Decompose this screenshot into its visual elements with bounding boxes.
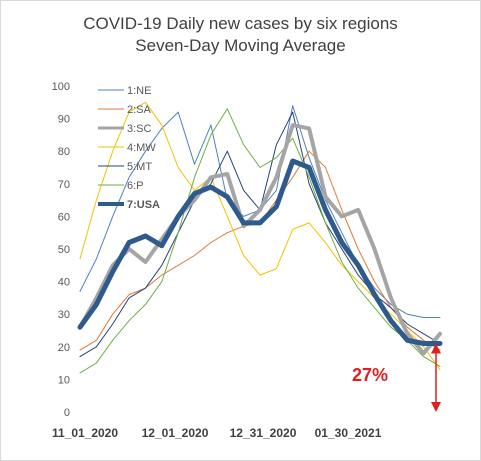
y-tick-label: 30 <box>58 309 70 321</box>
y-tick-label: 100 <box>52 81 70 93</box>
y-tick-label: 0 <box>64 407 70 419</box>
y-tick-label: 90 <box>58 114 70 126</box>
y-tick-label: 50 <box>58 244 70 256</box>
legend-label: 7:USA <box>127 199 160 211</box>
chart-subtitle: Seven-Day Moving Average <box>135 36 346 55</box>
y-tick-label: 10 <box>58 374 70 386</box>
y-tick-label: 60 <box>58 211 70 223</box>
y-tick-label: 70 <box>58 179 70 191</box>
series-line <box>79 108 441 374</box>
series-line <box>78 123 442 356</box>
chart-title: COVID-19 Daily new cases by six regions <box>83 14 398 33</box>
y-tick-label: 40 <box>58 277 70 289</box>
x-tick-label: 11_01_2020 <box>52 426 118 440</box>
annotation-label: 27% <box>352 365 388 385</box>
legend-label: 4:MW <box>127 142 156 154</box>
series-line <box>77 158 443 346</box>
annotation-arrow-head-up <box>431 343 441 354</box>
legend-label: 6:P <box>127 180 144 192</box>
legend-label: 3:SC <box>127 123 152 135</box>
legend-label: 5:MT <box>127 161 152 173</box>
x-tick-label: 12_31_2020 <box>230 426 297 440</box>
x-tick-label: 12_01_2020 <box>142 426 209 440</box>
y-tick-label: 80 <box>58 146 70 158</box>
y-tick-label: 20 <box>58 342 70 354</box>
legend-label: 1:NE <box>127 85 151 97</box>
annotation-arrow-head-down <box>431 402 441 412</box>
x-tick-label: 01_30_2021 <box>315 426 382 440</box>
legend-label: 2:SA <box>127 104 152 116</box>
